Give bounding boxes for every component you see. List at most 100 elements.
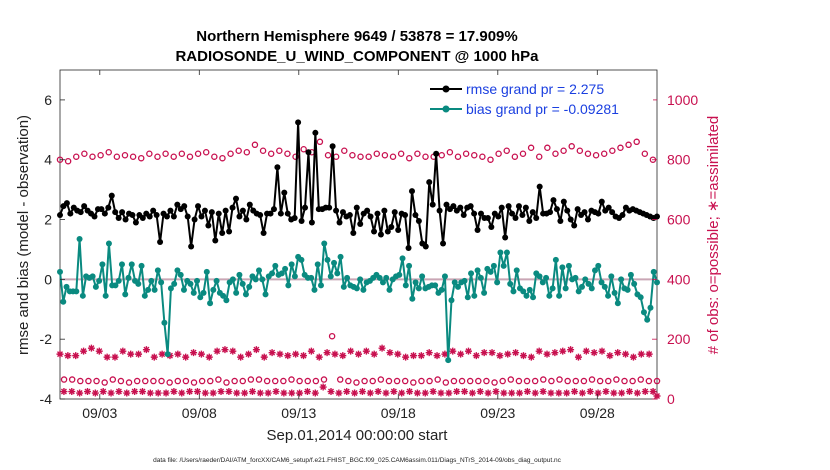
legend-bias-label: bias grand pr = -0.09281 — [466, 101, 619, 117]
point-possible — [523, 377, 531, 385]
point-bias — [562, 285, 569, 292]
point-possible — [365, 153, 372, 160]
point-possible — [600, 150, 608, 157]
point-rmse — [346, 212, 353, 219]
point-possible — [568, 143, 575, 150]
point-assimilated — [347, 347, 355, 355]
point-assimilated — [421, 389, 429, 397]
point-assimilated — [433, 352, 441, 360]
point-bias — [63, 283, 70, 290]
point-possible — [142, 377, 149, 385]
point-possible — [353, 379, 360, 386]
point-assimilated — [610, 389, 618, 397]
point-assimilated — [409, 352, 417, 360]
point-bias — [308, 274, 315, 281]
point-bias — [399, 255, 406, 262]
x-tick-label: 09/28 — [580, 405, 615, 421]
point-assimilated — [413, 389, 421, 397]
point-bias — [601, 283, 608, 290]
point-rmse — [526, 218, 533, 225]
point-assimilated — [551, 349, 559, 357]
point-assimilated — [252, 346, 260, 354]
y-tick-label: 2 — [44, 212, 52, 228]
point-possible — [223, 379, 230, 386]
point-assimilated — [150, 353, 158, 361]
point-possible — [588, 376, 596, 383]
point-bias — [572, 274, 579, 281]
point-rmse — [163, 213, 170, 220]
point-bias — [344, 274, 351, 281]
point-bias — [223, 297, 230, 304]
point-assimilated — [437, 389, 445, 397]
point-assimilated — [300, 352, 308, 360]
point-possible — [450, 377, 458, 385]
point-possible — [312, 377, 320, 385]
point-assimilated — [225, 388, 233, 396]
point-possible — [653, 377, 661, 385]
point-bias — [409, 295, 416, 302]
point-rmse — [146, 213, 153, 220]
point-possible — [158, 377, 165, 385]
point-bias — [145, 286, 152, 293]
point-bias — [611, 289, 618, 296]
point-assimilated — [480, 349, 488, 357]
point-possible — [129, 153, 137, 160]
point-bias — [565, 262, 572, 269]
point-bias — [331, 259, 338, 266]
point-possible — [292, 153, 299, 160]
point-bias — [559, 264, 566, 271]
chart-subtitle: RADIOSONDE_U_WIND_COMPONENT @ 1000 hPa — [175, 48, 539, 65]
point-bias — [650, 268, 657, 275]
point-assimilated — [158, 350, 166, 358]
point-bias — [174, 267, 181, 274]
point-bias — [618, 276, 625, 283]
y-tick-label: -4 — [40, 391, 53, 407]
point-possible — [125, 379, 133, 386]
point-bias — [298, 256, 305, 263]
point-assimilated — [221, 346, 229, 354]
point-rmse — [132, 219, 139, 226]
point-possible — [182, 377, 190, 385]
point-bias — [543, 274, 550, 281]
point-rmse — [474, 227, 481, 234]
point-bias — [654, 279, 660, 286]
point-rmse — [564, 207, 571, 214]
point-assimilated — [209, 389, 217, 397]
point-assimilated — [87, 344, 95, 352]
point-assimilated — [382, 389, 390, 397]
point-bias — [76, 235, 83, 242]
point-assimilated — [135, 350, 143, 358]
point-possible — [72, 153, 80, 160]
point-bias — [200, 289, 207, 296]
point-bias — [158, 279, 165, 286]
point-possible — [215, 376, 222, 383]
point-assimilated — [351, 389, 359, 397]
point-bias — [278, 270, 285, 277]
chart-title: Northern Hemisphere 9649 / 53878 = 17.90… — [196, 28, 517, 45]
point-bias — [419, 273, 426, 280]
point-rmse — [170, 213, 177, 220]
point-possible — [227, 150, 234, 157]
point-possible — [572, 377, 580, 385]
point-rmse — [436, 207, 443, 214]
point-assimilated — [272, 388, 280, 396]
point-assimilated — [154, 389, 162, 397]
point-possible — [511, 153, 519, 160]
point-assimilated — [527, 353, 535, 361]
point-assimilated — [193, 388, 201, 396]
point-rmse — [239, 207, 246, 214]
point-assimilated — [182, 353, 190, 361]
point-possible — [418, 377, 425, 385]
point-bias — [171, 280, 178, 287]
point-rmse — [498, 204, 505, 211]
point-bias — [141, 292, 148, 299]
point-bias — [556, 292, 563, 299]
point-rmse — [571, 222, 578, 229]
point-possible — [625, 141, 632, 149]
point-rmse — [201, 207, 208, 214]
point-bias — [122, 291, 129, 298]
point-rmse — [557, 218, 564, 225]
point-bias — [236, 271, 243, 278]
point-possible — [401, 377, 409, 385]
point-bias — [337, 253, 344, 260]
